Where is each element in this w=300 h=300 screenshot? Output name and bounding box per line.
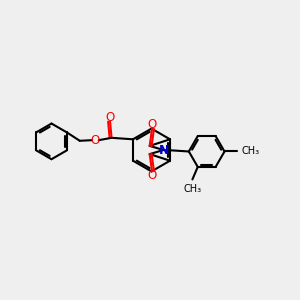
Text: O: O	[147, 118, 157, 131]
Text: CH₃: CH₃	[241, 146, 259, 157]
Text: CH₃: CH₃	[183, 184, 202, 194]
Text: N: N	[158, 143, 169, 157]
Text: O: O	[105, 111, 115, 124]
Text: O: O	[147, 169, 157, 182]
Text: O: O	[91, 134, 100, 147]
